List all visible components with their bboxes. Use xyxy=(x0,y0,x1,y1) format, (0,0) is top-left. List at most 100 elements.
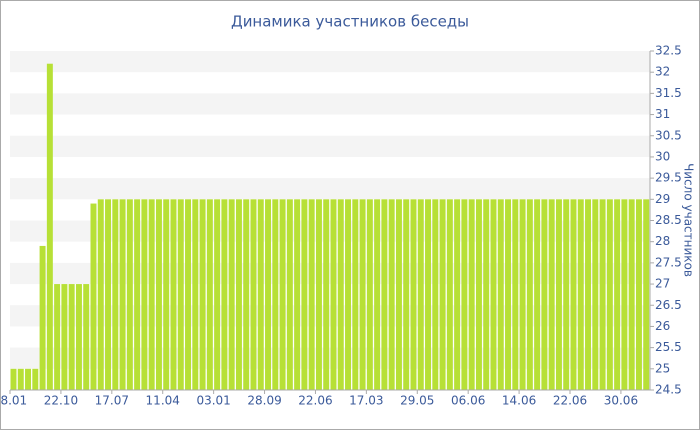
grid-band xyxy=(10,220,650,242)
bar xyxy=(119,199,126,390)
y-tick-label: 28 xyxy=(655,234,670,248)
bar xyxy=(439,199,446,390)
bar xyxy=(585,199,592,390)
bar xyxy=(577,199,584,390)
bar xyxy=(592,199,599,390)
y-axis-title: Число участников xyxy=(682,163,696,277)
bar xyxy=(83,284,90,390)
bar xyxy=(192,199,199,390)
x-tick-label: 06.06 xyxy=(451,394,485,408)
bar xyxy=(548,199,555,390)
bar xyxy=(323,199,330,390)
y-tick-label: 26.5 xyxy=(655,298,682,312)
bar xyxy=(170,199,177,390)
bar xyxy=(425,199,432,390)
bar xyxy=(214,199,221,390)
bar xyxy=(330,199,337,390)
bar xyxy=(432,199,439,390)
bar xyxy=(265,199,272,390)
y-tick-label: 26 xyxy=(655,319,670,333)
bar xyxy=(90,203,97,390)
y-tick-label: 27 xyxy=(655,277,670,291)
bar xyxy=(635,199,642,390)
bar xyxy=(395,199,402,390)
bar xyxy=(61,284,68,390)
y-tick-label: 29 xyxy=(655,192,670,206)
bar xyxy=(366,199,373,390)
bar xyxy=(643,199,650,390)
bar xyxy=(257,199,264,390)
bar xyxy=(97,199,104,390)
bar xyxy=(483,199,490,390)
bar xyxy=(177,199,184,390)
x-tick-label: 29.05 xyxy=(400,394,434,408)
bar xyxy=(134,199,141,390)
x-tick-label: 17.07 xyxy=(95,394,129,408)
bar xyxy=(388,199,395,390)
x-tick-label: 28.09 xyxy=(247,394,281,408)
bar xyxy=(250,199,257,390)
bar xyxy=(381,199,388,390)
x-tick-label: 22.06 xyxy=(298,394,332,408)
bar xyxy=(410,199,417,390)
bar xyxy=(606,199,613,390)
bar xyxy=(599,199,606,390)
bar xyxy=(512,199,519,390)
bar xyxy=(17,368,24,390)
bar xyxy=(526,199,533,390)
y-tick-label: 31.5 xyxy=(655,86,682,100)
bar xyxy=(475,199,482,390)
bar xyxy=(185,199,192,390)
bar xyxy=(621,199,628,390)
bar xyxy=(454,199,461,390)
bar xyxy=(221,199,228,390)
bar xyxy=(563,199,570,390)
x-tick-label: 22.10 xyxy=(44,394,78,408)
bar xyxy=(359,199,366,390)
bar xyxy=(345,199,352,390)
bar xyxy=(519,199,526,390)
x-tick-label: 28.01 xyxy=(0,394,27,408)
y-tick-label: 31 xyxy=(655,107,670,121)
bar xyxy=(141,199,148,390)
y-tick-label: 30.5 xyxy=(655,128,682,142)
bar xyxy=(112,199,119,390)
bar xyxy=(243,199,250,390)
y-tick-label: 32 xyxy=(655,65,670,79)
bar xyxy=(10,368,17,390)
grid-band xyxy=(10,305,650,327)
bar xyxy=(570,199,577,390)
bar xyxy=(628,199,635,390)
bar xyxy=(199,199,206,390)
y-tick-label: 25.5 xyxy=(655,340,682,354)
y-tick-label: 29.5 xyxy=(655,171,682,185)
y-tick-label: 24.5 xyxy=(655,383,682,397)
x-tick-label: 14.06 xyxy=(502,394,536,408)
bar xyxy=(301,199,308,390)
bar xyxy=(54,284,61,390)
x-tick-label: 22.06 xyxy=(553,394,587,408)
bar xyxy=(235,199,242,390)
bar xyxy=(446,199,453,390)
bar xyxy=(105,199,112,390)
bar xyxy=(25,368,32,390)
bar xyxy=(468,199,475,390)
bar xyxy=(352,199,359,390)
bar xyxy=(490,199,497,390)
y-tick-label: 30 xyxy=(655,149,670,163)
y-tick-label: 32.5 xyxy=(655,44,682,58)
x-tick-label: 11.04 xyxy=(146,394,180,408)
bar xyxy=(555,199,562,390)
bar xyxy=(614,199,621,390)
bar xyxy=(374,199,381,390)
grid-band xyxy=(10,347,650,369)
bar xyxy=(461,199,468,390)
bar xyxy=(541,199,548,390)
bar xyxy=(163,199,170,390)
x-tick-label: 30.06 xyxy=(604,394,638,408)
y-tick-label: 25 xyxy=(655,361,670,375)
y-tick-label: 28.5 xyxy=(655,213,682,227)
bar xyxy=(272,199,279,390)
